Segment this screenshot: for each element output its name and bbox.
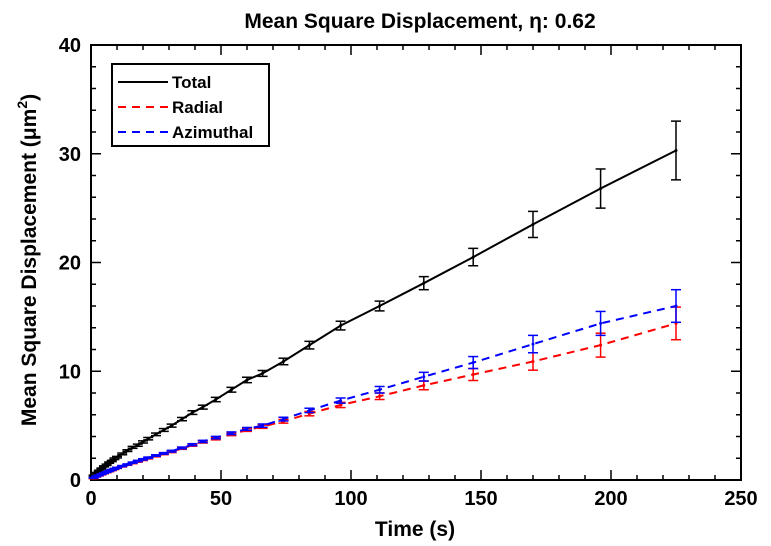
x-tick-label: 100 [334,488,367,510]
data-point [141,440,145,444]
data-point [97,469,101,473]
x-tick-label: 200 [594,488,627,510]
data-point [599,321,603,325]
data-point [190,443,194,447]
data-point [422,375,426,379]
data-point [339,399,343,403]
data-point [378,394,382,398]
data-point [162,428,166,432]
data-point [214,436,218,440]
data-point [599,343,603,347]
data-point [229,431,233,435]
data-point [339,324,343,328]
data-point [422,281,426,285]
series-line-total [92,149,677,477]
legend-label-azimuthal: Azimuthal [172,123,253,142]
data-point [471,255,475,259]
data-point [162,451,166,455]
legend: Total Radial Azimuthal [111,63,270,147]
x-tick-label: 250 [724,488,757,510]
y-tick-label: 0 [70,470,81,492]
data-point [531,342,535,346]
data-point [378,388,382,392]
y-tick-label: 20 [59,253,81,275]
data-point [180,446,184,450]
data-point [261,371,265,375]
data-point [471,373,475,377]
data-point [229,388,233,392]
y-axis-label-main: Mean Square Displacement ( [18,140,41,426]
data-point [378,304,382,308]
data-point [115,455,119,459]
data-point [281,359,285,363]
chart-marks: 0 50 100 150 200 250 0 10 20 30 40 [59,35,758,510]
x-tick-label: 150 [464,488,497,510]
legend-label-total: Total [172,73,211,92]
y-tick-label: 40 [59,35,81,57]
y-tick-label: 10 [59,361,81,383]
x-axis-label: Time (s) [375,518,455,541]
y-tick-label: 30 [59,144,81,166]
data-point [214,398,218,402]
data-point [674,148,678,152]
series-line-radial [93,322,677,480]
x-tick-label: 0 [85,488,96,510]
data-point [245,378,249,382]
data-point [281,417,285,421]
y-axis-label-exponent: 2 [14,101,30,109]
data-point [99,467,103,471]
data-point [471,361,475,365]
legend-box [111,63,270,147]
data-point [170,449,174,453]
data-point [146,456,150,460]
data-point [339,403,343,407]
data-point [120,452,124,456]
data-point [146,437,150,441]
data-point [674,304,678,308]
data-point [201,405,205,409]
data-point [245,427,249,431]
data-point [201,439,205,443]
x-tick-label: 50 [210,488,232,510]
data-point [531,359,535,363]
y-axis-label-close: ) [18,94,41,101]
data-point [599,187,603,191]
series-line-azimuthal [93,305,677,479]
data-point [180,417,184,421]
data-point [136,443,140,447]
data-point [531,222,535,226]
data-point [154,454,158,458]
data-point [190,411,194,415]
data-point [105,463,109,467]
chart-title: Mean Square Displacement, η: 0.62 [244,10,595,33]
legend-label-radial: Radial [172,98,223,117]
data-point [261,424,265,428]
y-axis-label-unit: μm [18,109,41,141]
data-point [422,383,426,387]
data-point [307,343,311,347]
data-point [154,432,158,436]
data-point [307,408,311,412]
data-point [170,424,174,428]
data-point [125,449,129,453]
y-axis-label: Mean Square Displacement (μm2) [14,94,41,426]
